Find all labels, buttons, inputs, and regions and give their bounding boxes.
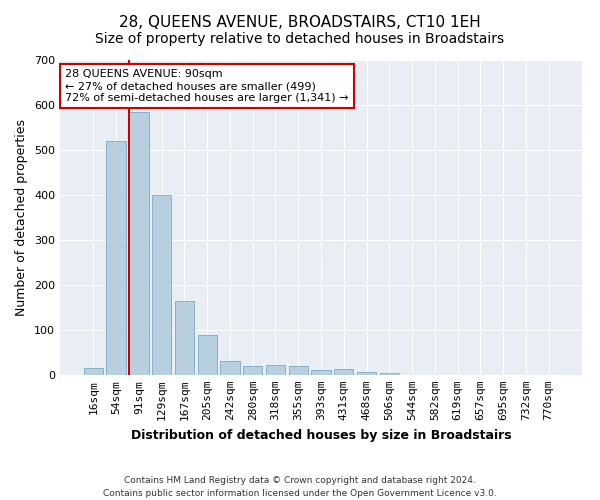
Text: 28, QUEENS AVENUE, BROADSTAIRS, CT10 1EH: 28, QUEENS AVENUE, BROADSTAIRS, CT10 1EH: [119, 15, 481, 30]
Bar: [266, 365, 285, 375]
Bar: [84, 368, 103, 375]
Text: Size of property relative to detached houses in Broadstairs: Size of property relative to detached ho…: [95, 32, 505, 46]
Bar: [152, 195, 172, 375]
Bar: [357, 372, 376, 375]
Bar: [289, 366, 308, 375]
Bar: [380, 373, 399, 375]
Bar: [129, 112, 149, 375]
X-axis label: Distribution of detached houses by size in Broadstairs: Distribution of detached houses by size …: [131, 428, 511, 442]
Bar: [311, 370, 331, 375]
Text: Contains HM Land Registry data © Crown copyright and database right 2024.
Contai: Contains HM Land Registry data © Crown c…: [103, 476, 497, 498]
Bar: [197, 336, 217, 375]
Bar: [106, 141, 126, 375]
Bar: [220, 360, 239, 375]
Y-axis label: Number of detached properties: Number of detached properties: [16, 119, 28, 316]
Bar: [243, 366, 262, 375]
Bar: [175, 300, 194, 375]
Text: 28 QUEENS AVENUE: 90sqm
← 27% of detached houses are smaller (499)
72% of semi-d: 28 QUEENS AVENUE: 90sqm ← 27% of detache…: [65, 70, 349, 102]
Bar: [334, 369, 353, 375]
